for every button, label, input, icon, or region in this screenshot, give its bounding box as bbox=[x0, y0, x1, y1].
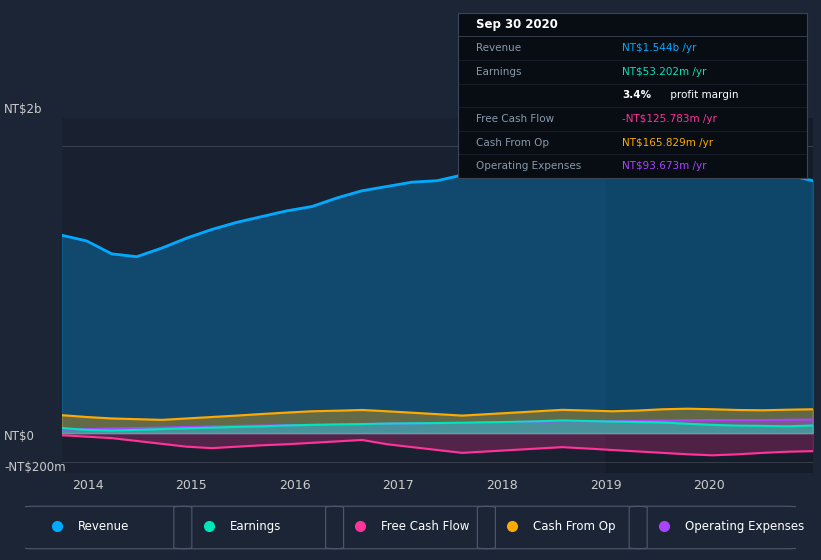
Text: Revenue: Revenue bbox=[78, 520, 129, 533]
Text: Cash From Op: Cash From Op bbox=[533, 520, 616, 533]
Text: NT$165.829m /yr: NT$165.829m /yr bbox=[622, 138, 713, 148]
Text: Revenue: Revenue bbox=[475, 43, 521, 53]
Text: Cash From Op: Cash From Op bbox=[475, 138, 548, 148]
Text: NT$0: NT$0 bbox=[4, 430, 35, 444]
Text: Earnings: Earnings bbox=[475, 67, 521, 77]
Text: -NT$200m: -NT$200m bbox=[4, 461, 66, 474]
Text: profit margin: profit margin bbox=[667, 91, 739, 100]
Text: Free Cash Flow: Free Cash Flow bbox=[381, 520, 470, 533]
Text: NT$2b: NT$2b bbox=[4, 102, 43, 116]
Text: Operating Expenses: Operating Expenses bbox=[685, 520, 804, 533]
Text: Sep 30 2020: Sep 30 2020 bbox=[475, 18, 557, 31]
Text: -NT$125.783m /yr: -NT$125.783m /yr bbox=[622, 114, 717, 124]
Text: NT$93.673m /yr: NT$93.673m /yr bbox=[622, 161, 707, 171]
Text: NT$53.202m /yr: NT$53.202m /yr bbox=[622, 67, 707, 77]
Bar bbox=[606, 118, 813, 473]
Text: NT$1.544b /yr: NT$1.544b /yr bbox=[622, 43, 696, 53]
Text: Earnings: Earnings bbox=[229, 520, 281, 533]
Text: Free Cash Flow: Free Cash Flow bbox=[475, 114, 553, 124]
Text: Operating Expenses: Operating Expenses bbox=[475, 161, 580, 171]
Text: 3.4%: 3.4% bbox=[622, 91, 651, 100]
